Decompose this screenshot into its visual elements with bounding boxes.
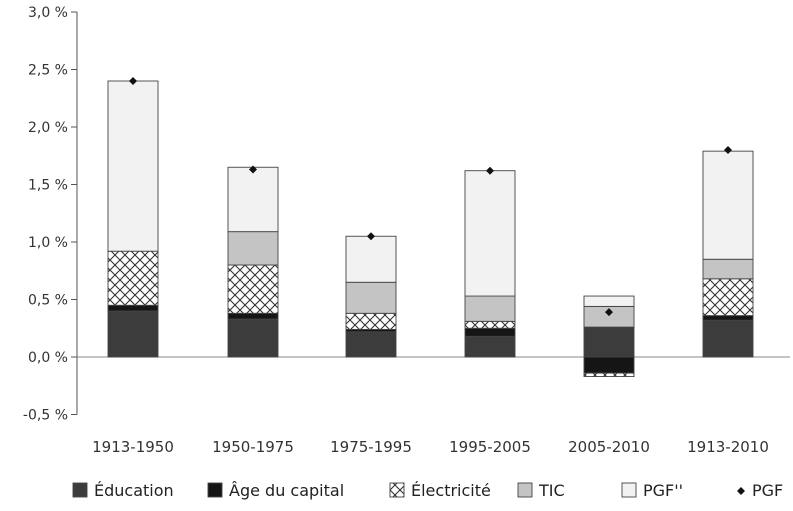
bar-segment-1 [345, 331, 397, 358]
legend-label: PGF [752, 481, 783, 500]
bar-segment-4 [464, 295, 516, 322]
bar-segment-5 [464, 170, 516, 297]
legend-swatch [72, 482, 88, 498]
y-tick-label: 1,0 % [28, 235, 68, 251]
x-category-label: 1913-1950 [92, 438, 174, 456]
legend-label: Éducation [94, 481, 174, 500]
pgf-markers [129, 77, 732, 317]
legend-diamond-icon [737, 487, 745, 495]
bars [107, 80, 754, 378]
legend-label: Électricité [411, 481, 491, 500]
bar-segment-2 [227, 312, 279, 320]
bar-segment-1 [464, 335, 516, 358]
y-tick-label: 2,5 % [28, 63, 68, 79]
legend-swatch [621, 482, 637, 498]
bar-segment-1 [227, 318, 279, 358]
axes: 3,0 % 2,5 % 2,0 % 1,5 % 1,0 % 0,5 % 0,0 % -0,5 … [23, 5, 790, 424]
pgf-marker [249, 165, 257, 174]
pgf-marker [129, 77, 137, 85]
legend-label: TIC [538, 481, 565, 500]
x-category-label: 1913-2010 [687, 438, 769, 456]
legend-swatch [389, 482, 405, 498]
bar-segment-3 [345, 312, 397, 330]
bar-segment-1 [107, 310, 159, 358]
y-tick-label: 0,0 % [28, 350, 68, 366]
bar-segment-5 [345, 235, 397, 283]
y-tick-label: 1,5 % [28, 178, 68, 194]
bar-segment-2 [702, 315, 754, 321]
bar-segment-3 [702, 278, 754, 317]
x-category-label: 1975-1995 [330, 438, 412, 456]
pgf-marker [486, 166, 494, 175]
pgf-marker [367, 232, 375, 241]
y-tick-label: 3,0 % [28, 5, 68, 21]
bar-segment-5 [227, 166, 279, 233]
y-tick-label: -0,5 % [23, 408, 68, 424]
y-tick-label: 2,0 % [28, 120, 68, 136]
bar-segment-1 [702, 319, 754, 358]
bar-segment-4 [702, 258, 754, 280]
x-category-label: 2005-2010 [568, 438, 650, 456]
bar-segment-5 [702, 150, 754, 260]
bar-segment-3 [107, 250, 159, 306]
x-category-label: 1995-2005 [449, 438, 531, 456]
y-tick-label: 0,5 % [28, 293, 68, 309]
bar-segment-2 [464, 327, 516, 337]
pgf-marker [724, 146, 732, 154]
bar-segment-3 [464, 320, 516, 329]
bar-segment-5 [583, 295, 635, 307]
pgf-marker [605, 308, 613, 317]
legend-label: Âge du capital [229, 481, 344, 500]
legend: Éducation Âge du capital Électricité TIC PGF… [72, 481, 783, 500]
bar-segment-2 [107, 304, 159, 312]
legend-swatch [207, 482, 223, 498]
bar-segment-5 [107, 80, 159, 252]
bar-segment-4 [345, 281, 397, 314]
bar-segment-3 [227, 264, 279, 314]
legend-label: PGF'' [643, 481, 683, 500]
bar-segment-4 [227, 231, 279, 266]
category-labels: 1913-1950 1950-1975 1975-1995 1995-2005 2005… [92, 438, 769, 456]
x-category-label: 1950-1975 [212, 438, 294, 456]
bar-segment-1 [583, 326, 635, 358]
bar-segment-3 [583, 372, 635, 378]
bar-segment-2 [583, 356, 635, 374]
legend-swatch [517, 482, 533, 498]
